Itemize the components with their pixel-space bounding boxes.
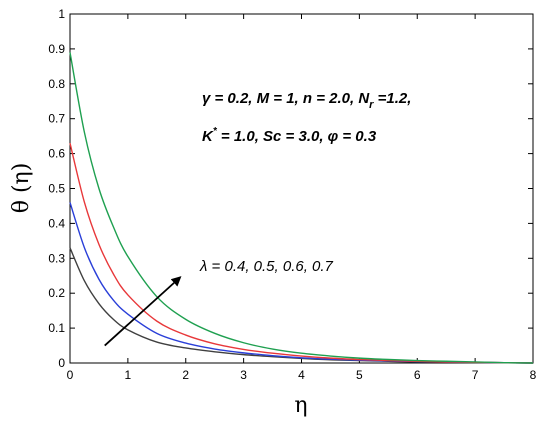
params-annotation-line2: K* = 1.0, Sc = 3.0, φ = 0.3 xyxy=(202,126,377,145)
y-tick-label: 0.3 xyxy=(48,251,65,265)
x-tick-label: 5 xyxy=(356,368,363,382)
y-tick-label: 0.2 xyxy=(48,286,65,300)
y-tick-label: 0.7 xyxy=(48,112,65,126)
trend-arrow xyxy=(104,276,182,347)
params-subscript: r xyxy=(369,99,374,111)
x-tick-label: 0 xyxy=(67,368,74,382)
x-tick-label: 1 xyxy=(125,368,132,382)
y-axis-label: θ (η) xyxy=(9,163,34,214)
x-tick-label: 3 xyxy=(240,368,247,382)
y-tick-label: 0.6 xyxy=(48,147,65,161)
plot-area xyxy=(69,13,534,364)
params-annotation-line1: γ = 0.2, M = 1, n = 2.0, Nr =1.2, xyxy=(202,90,411,111)
x-tick-label: 6 xyxy=(414,368,421,382)
x-tick-label: 2 xyxy=(182,368,189,382)
y-axis-label-text: θ (η) xyxy=(9,163,34,214)
y-tick-label: 1 xyxy=(58,7,65,21)
y-tick-label: 0.4 xyxy=(48,216,65,230)
x-tick-label: 8 xyxy=(530,368,537,382)
params-superscript: * xyxy=(213,126,218,137)
x-tick-label: 7 xyxy=(472,368,479,382)
x-axis-label: η xyxy=(294,393,307,418)
x-tick-label: 4 xyxy=(298,368,305,382)
y-tick-label: 0.8 xyxy=(48,77,65,91)
lambda-annotation: λ = 0.4, 0.5, 0.6, 0.7 xyxy=(199,258,334,275)
series-layer xyxy=(69,52,534,364)
y-tick-label: 0 xyxy=(58,356,65,370)
y-tick-label: 0.9 xyxy=(48,42,65,56)
series-line-4 xyxy=(69,52,534,364)
y-tick-label: 0.1 xyxy=(48,321,65,335)
y-tick-label: 0.5 xyxy=(48,182,65,196)
